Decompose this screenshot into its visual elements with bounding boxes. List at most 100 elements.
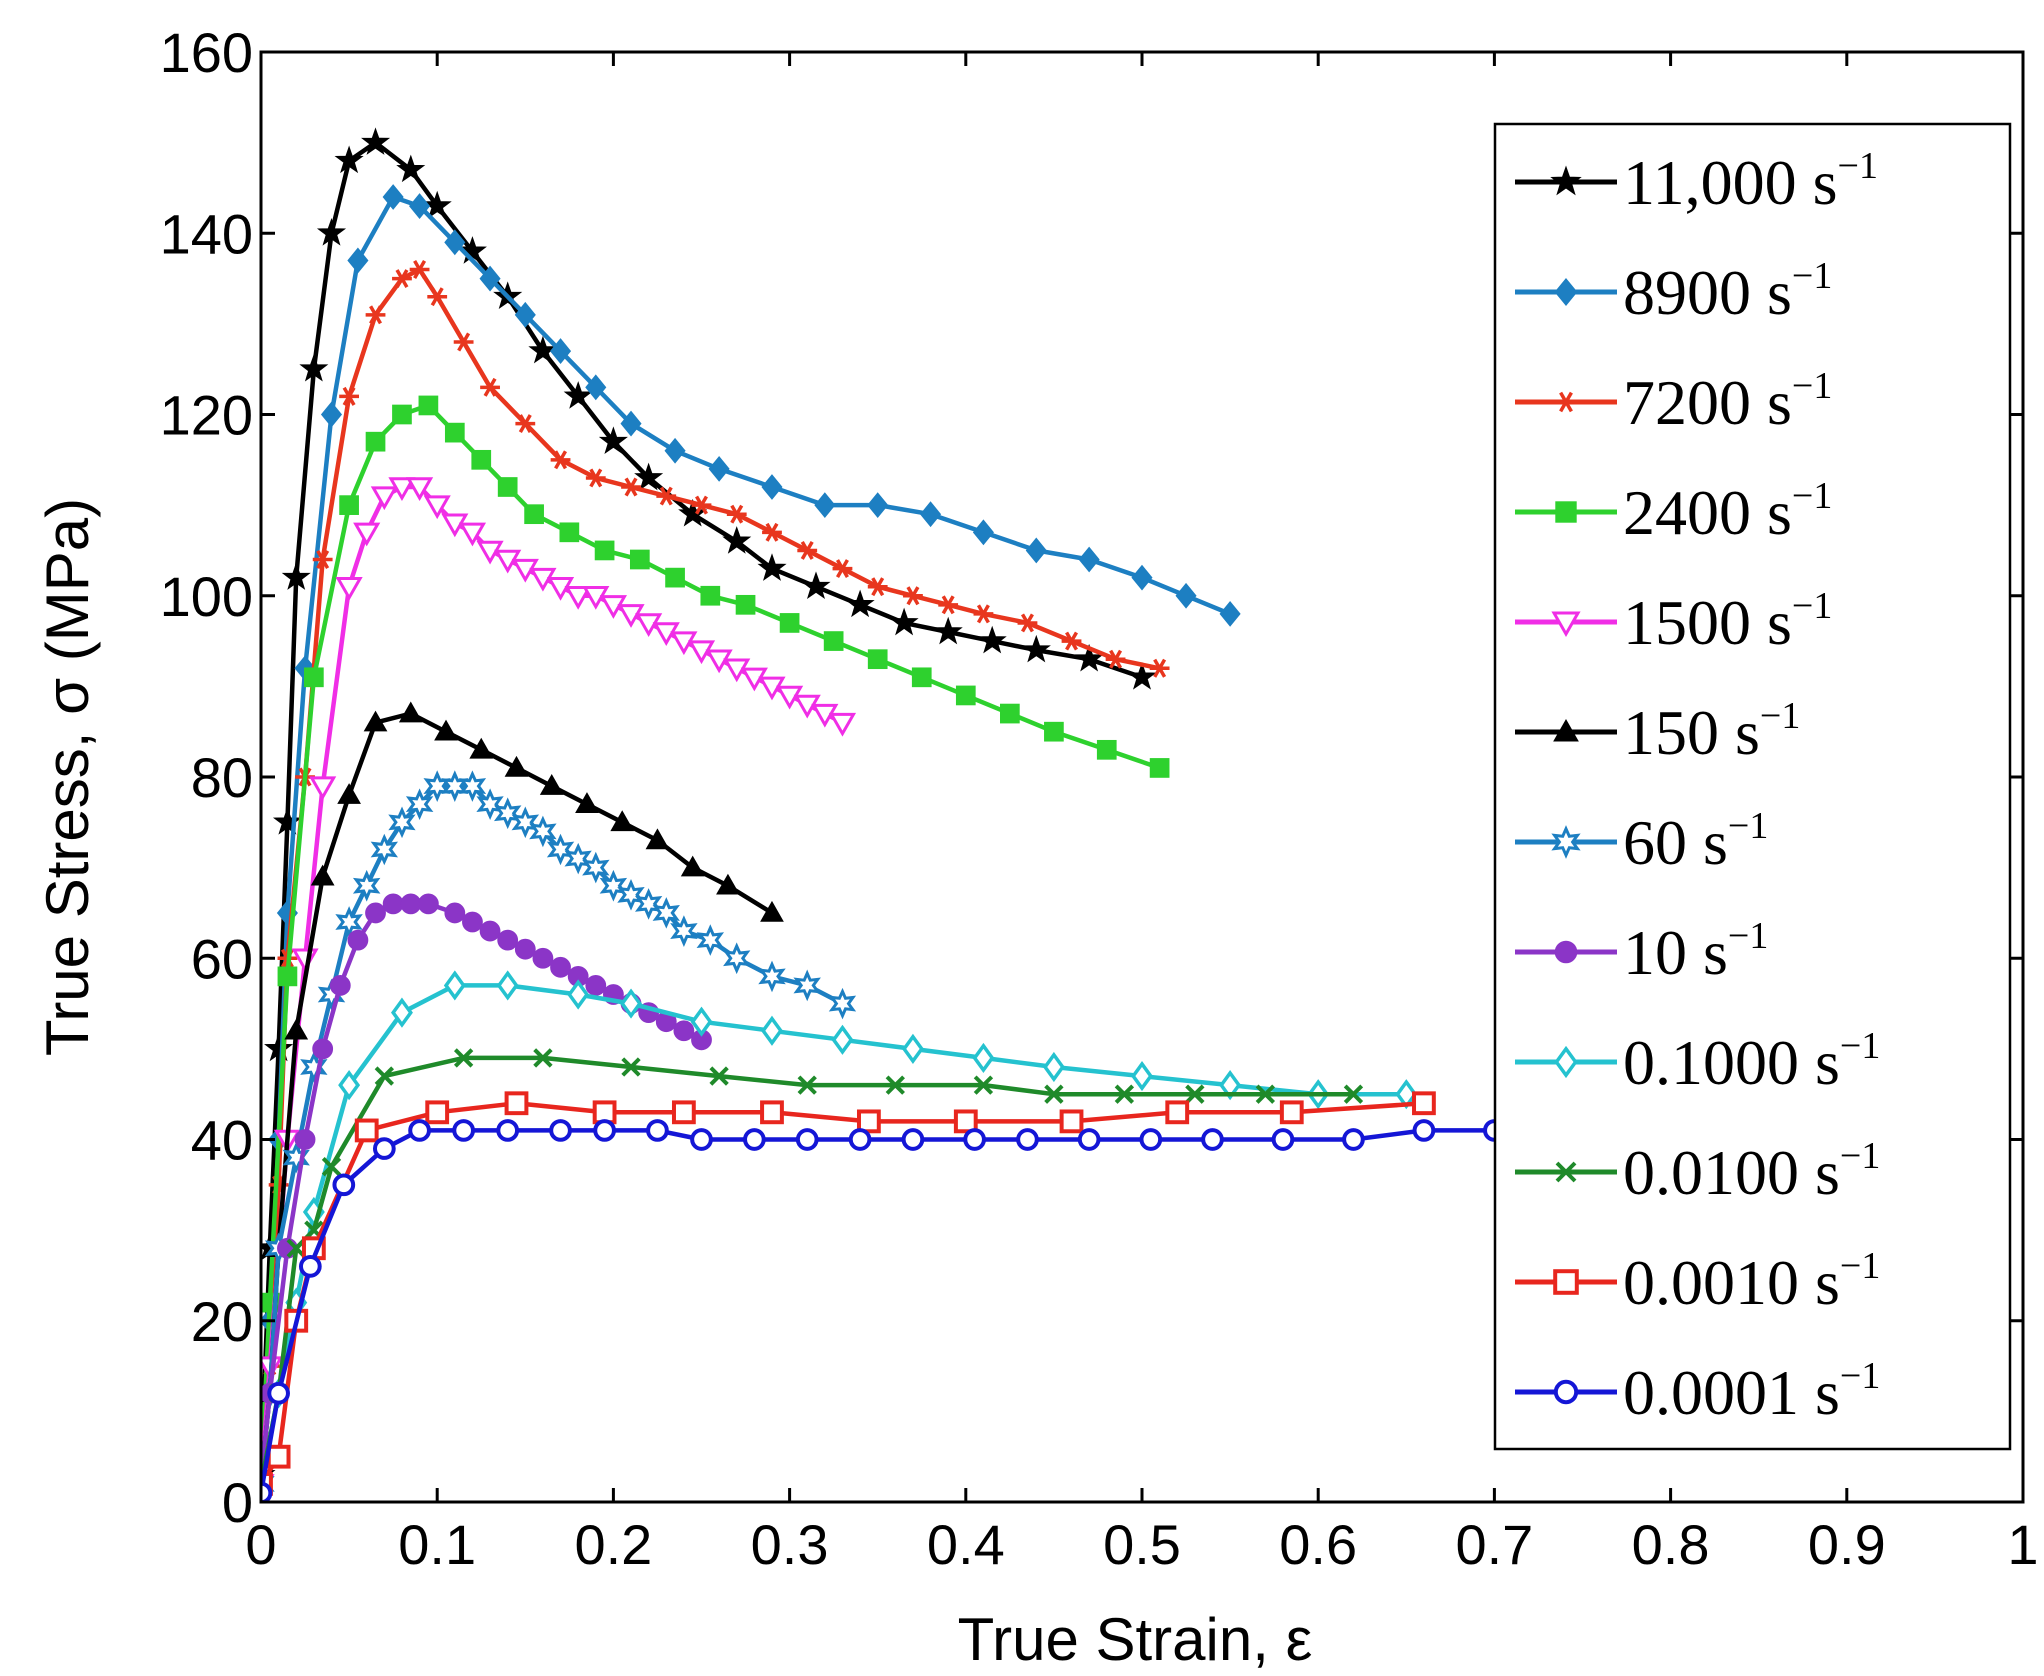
data-point (529, 815, 557, 848)
x-tick-label: 0.5 (1103, 1513, 1181, 1576)
data-point (743, 1128, 766, 1151)
data-point (444, 422, 465, 443)
data-point (757, 553, 787, 581)
data-point (286, 1238, 306, 1258)
data-point (680, 855, 705, 877)
legend-marker (1555, 501, 1577, 523)
data-point (337, 783, 361, 804)
data-point (422, 190, 452, 219)
data-point (332, 1173, 356, 1197)
data-point (933, 616, 963, 645)
data-point (546, 833, 575, 866)
data-point (559, 522, 580, 543)
data-point (365, 431, 386, 452)
x-tick-label: 0.4 (927, 1513, 1005, 1576)
data-point (867, 492, 889, 519)
data-point (911, 667, 932, 688)
data-point (564, 842, 592, 875)
data-point (797, 540, 818, 560)
data-point (832, 559, 853, 579)
legend-marker (1555, 391, 1577, 413)
data-point (392, 269, 412, 289)
data-point (282, 1141, 310, 1174)
data-point (1078, 546, 1100, 573)
data-point (575, 792, 599, 813)
data-point (347, 247, 369, 274)
data-point (646, 1119, 669, 1142)
data-point (370, 833, 399, 866)
data-point (758, 960, 786, 993)
data-point (549, 338, 572, 364)
data-point (797, 1075, 817, 1095)
data-point (479, 920, 501, 942)
data-point (294, 1129, 316, 1150)
x-tick-label: 0.6 (1279, 1513, 1357, 1576)
data-point (496, 970, 519, 1001)
data-point (417, 893, 439, 915)
data-point (361, 127, 391, 155)
data-point (953, 1109, 978, 1134)
data-point (1131, 564, 1153, 591)
data-point (532, 947, 554, 969)
data-point (339, 495, 359, 515)
data-point (453, 1048, 474, 1068)
data-point (1105, 649, 1126, 669)
data-point (848, 1128, 872, 1151)
data-point (831, 1024, 854, 1055)
legend-item: 0.0010 s−1 (1515, 1245, 1880, 1318)
data-point (585, 975, 607, 996)
data-point (620, 410, 642, 437)
data-point (972, 519, 994, 546)
data-point (656, 486, 677, 506)
data-point (973, 1075, 994, 1095)
data-point (267, 1381, 290, 1405)
data-point (339, 386, 359, 406)
data-point (480, 377, 500, 397)
data-point (634, 462, 664, 491)
data-point (722, 526, 752, 554)
series-1 (261, 184, 1241, 1497)
data-point (321, 1157, 342, 1177)
data-point (760, 900, 784, 922)
series-5 (261, 701, 784, 1493)
legend-item: 0.0001 s−1 (1515, 1355, 1880, 1428)
data-point (264, 1033, 294, 1062)
legend-marker (1550, 165, 1582, 196)
legend-marker (1551, 825, 1581, 859)
data-point (760, 1100, 784, 1125)
data-point (691, 495, 712, 515)
data-point (567, 979, 590, 1010)
data-point (1000, 703, 1020, 724)
data-point (272, 807, 302, 835)
data-point (299, 353, 329, 382)
data-point (370, 486, 398, 511)
series-7 (261, 893, 712, 1495)
series-line (261, 983, 1407, 1485)
data-point (425, 1100, 450, 1125)
data-point (524, 504, 544, 525)
data-point (823, 631, 844, 651)
data-point (458, 522, 487, 547)
data-point (629, 549, 650, 570)
data-point (347, 929, 369, 951)
data-point (1077, 1128, 1101, 1151)
data-point (735, 594, 756, 615)
data-point (620, 988, 642, 1019)
data-point (1059, 1109, 1084, 1134)
data-point (496, 1119, 520, 1142)
data-point (533, 1048, 553, 1068)
data-point (515, 414, 536, 434)
x-tick-label: 0.8 (1632, 1513, 1710, 1576)
legend-marker (1554, 940, 1578, 964)
data-point (418, 395, 439, 416)
data-point (1044, 721, 1064, 742)
data-point (867, 649, 888, 670)
data-point (300, 1051, 328, 1083)
data-point (867, 577, 888, 597)
y-tick-label: 160 (160, 21, 253, 84)
x-tick-label: 0.1 (398, 1513, 476, 1576)
data-point (901, 1128, 925, 1151)
data-point (1255, 1084, 1276, 1104)
data-point (793, 969, 821, 1002)
data-point (365, 902, 386, 924)
